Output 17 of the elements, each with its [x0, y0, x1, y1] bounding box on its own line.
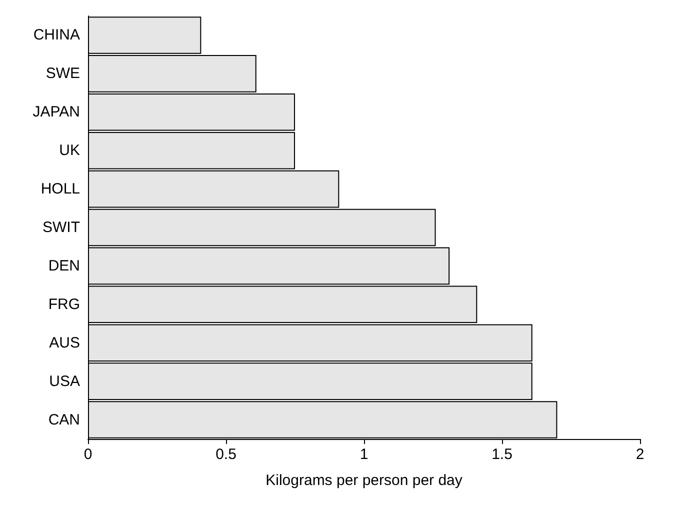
y-tick-label: USA: [49, 372, 80, 390]
y-tick-label: AUS: [49, 334, 80, 352]
x-tick-label: 0.5: [216, 446, 236, 463]
y-tick-label: CHINA: [33, 26, 80, 44]
y-tick-label: CAN: [48, 411, 80, 428]
x-tick-label: 2: [636, 446, 644, 463]
x-axis-title: Kilograms per person per day: [266, 472, 463, 489]
y-tick-label: JAPAN: [32, 104, 80, 121]
y-tick-label: UK: [59, 142, 80, 160]
x-tick-label: 1.5: [492, 446, 512, 463]
y-tick-label: DEN: [48, 257, 80, 274]
y-tick-label: HOLL: [40, 180, 80, 198]
y-tick-label: FRG: [48, 296, 80, 313]
x-tick-label: 1: [360, 446, 368, 463]
y-tick-label: SWIT: [42, 219, 80, 236]
x-tick-label: 0: [84, 446, 92, 463]
y-tick-label: SWE: [46, 65, 80, 82]
